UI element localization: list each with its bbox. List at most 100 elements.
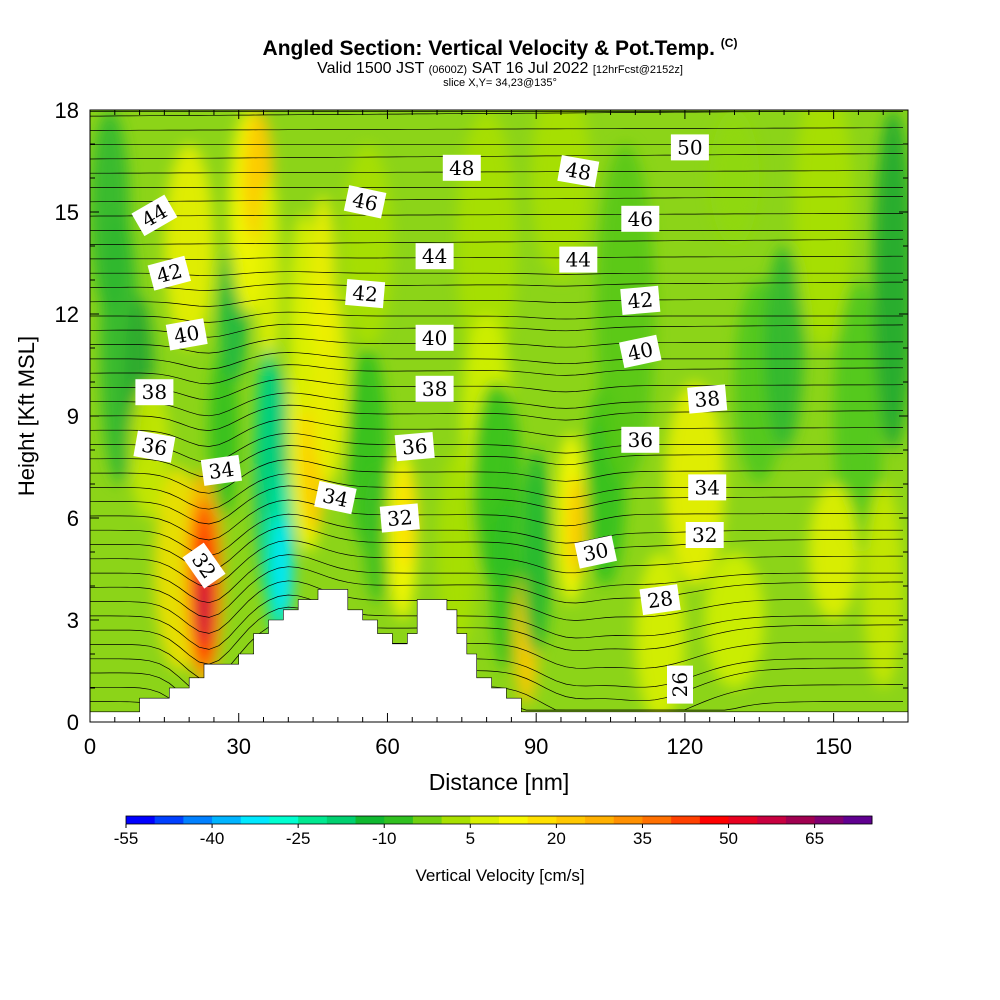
velocity-cell bbox=[863, 484, 904, 688]
velocity-cell bbox=[310, 195, 336, 365]
isentrope-line bbox=[90, 238, 904, 245]
contour-label: 50 bbox=[670, 134, 709, 161]
velocity-cell bbox=[709, 110, 760, 246]
contour-label: 30 bbox=[574, 535, 617, 569]
colorbar-swatch bbox=[642, 816, 672, 824]
contour-label-box bbox=[688, 474, 727, 501]
isentrope-line bbox=[90, 153, 903, 160]
y-tick-label: 3 bbox=[67, 608, 79, 633]
contour-label-box bbox=[147, 255, 192, 291]
title-text: Angled Section: Vertical Velocity & Pot.… bbox=[262, 37, 715, 60]
isentrope-line bbox=[90, 196, 904, 203]
colorbar-tick-label: 20 bbox=[547, 829, 566, 848]
contour-label: 32 bbox=[379, 503, 420, 533]
colorbar-swatch bbox=[298, 816, 328, 824]
velocity-cell bbox=[764, 246, 804, 450]
colorbar-swatch bbox=[441, 816, 471, 824]
isentrope-line bbox=[90, 418, 903, 447]
colorbar-swatch bbox=[355, 816, 385, 824]
y-tick-label: 12 bbox=[55, 302, 79, 327]
colorbar-swatch bbox=[814, 816, 844, 824]
contour-label-text: 40 bbox=[625, 337, 655, 366]
contour-label: 34 bbox=[314, 480, 357, 515]
contour-label-box bbox=[345, 278, 386, 309]
contour-label-text: 38 bbox=[693, 386, 720, 412]
isentrope-line bbox=[90, 170, 904, 174]
contour-label: 42 bbox=[620, 285, 661, 316]
contour-label-box bbox=[415, 243, 454, 270]
colorbar-tick-label: -40 bbox=[200, 829, 225, 848]
velocity-cell bbox=[199, 569, 209, 644]
contour-label-text: 50 bbox=[677, 135, 702, 159]
colorbar-tick-label: 5 bbox=[466, 829, 475, 848]
contour-label-box bbox=[619, 334, 662, 369]
isentrope-line bbox=[90, 127, 903, 131]
x-tick-label: 90 bbox=[524, 734, 548, 759]
colorbar-swatch bbox=[126, 816, 156, 824]
velocity-cell bbox=[873, 110, 908, 450]
velocity-cell bbox=[362, 467, 393, 603]
contour-label-box bbox=[379, 503, 420, 533]
contour-label-text: 32 bbox=[692, 523, 717, 547]
contour-label-box bbox=[574, 535, 617, 569]
isentrope-line bbox=[90, 404, 904, 431]
contour-label-text: 42 bbox=[351, 281, 378, 307]
contour-label-box bbox=[667, 665, 693, 704]
colorbar-swatch bbox=[183, 816, 213, 824]
contour-label-text: 34 bbox=[694, 475, 719, 499]
isentrope-line bbox=[90, 459, 903, 494]
contour-label: 46 bbox=[621, 205, 660, 232]
contour-label-text: 34 bbox=[320, 483, 350, 512]
contour-label-box bbox=[621, 426, 660, 453]
isentrope-line bbox=[90, 513, 903, 557]
velocity-cell bbox=[164, 144, 214, 348]
contour-label: 34 bbox=[688, 474, 727, 501]
x-tick-label: 60 bbox=[375, 734, 399, 759]
colorbar-swatch bbox=[699, 816, 730, 824]
colorbar-swatch bbox=[728, 816, 758, 824]
contour-label-box bbox=[415, 375, 454, 402]
y-tick-label: 0 bbox=[67, 710, 79, 735]
contour-label: 42 bbox=[147, 255, 192, 291]
contour-label: 38 bbox=[687, 384, 728, 414]
isentrope-line bbox=[90, 271, 903, 277]
contour-label-text: 36 bbox=[140, 433, 169, 461]
contour-label-box bbox=[670, 134, 709, 161]
velocity-cell bbox=[256, 178, 281, 382]
y-tick-label: 9 bbox=[67, 404, 79, 429]
colorbar-swatch bbox=[671, 816, 701, 824]
isentrope-line bbox=[90, 338, 903, 354]
contour-label-text: 32 bbox=[386, 505, 413, 531]
colorbar-swatch bbox=[785, 816, 816, 824]
velocity-cell bbox=[521, 450, 552, 654]
colorbar-swatch bbox=[585, 816, 615, 824]
x-axis-label: Distance [nm] bbox=[429, 769, 570, 795]
colorbar-swatch bbox=[384, 816, 414, 824]
velocity-cell bbox=[342, 144, 393, 348]
colorbar-tick-label: 65 bbox=[805, 829, 824, 848]
contour-label-box bbox=[442, 154, 481, 181]
contour-label-box bbox=[165, 318, 208, 351]
isentrope-line bbox=[90, 485, 903, 525]
contour-label: 42 bbox=[345, 278, 386, 309]
isentrope-line bbox=[90, 378, 904, 401]
isentrope-line bbox=[90, 566, 903, 618]
y-axis-label: Height [Kft MSL] bbox=[14, 336, 39, 496]
contour-label-box bbox=[620, 285, 661, 316]
contour-label-text: 38 bbox=[142, 380, 167, 404]
isentrope-line bbox=[90, 580, 904, 634]
x-axis: 0 30 60 90 120 150 bbox=[84, 110, 909, 759]
contour-label: 28 bbox=[639, 584, 681, 616]
chart-subtitle: Valid 1500 JST (0600Z) SAT 16 Jul 2022 [… bbox=[0, 60, 1000, 78]
isentrope-line bbox=[90, 540, 903, 588]
contour-label-box bbox=[314, 480, 357, 515]
contour-label-text: 48 bbox=[564, 157, 593, 185]
isentrope-line bbox=[90, 297, 903, 307]
isentrope-line bbox=[90, 554, 903, 604]
colorbar-tick-label: -55 bbox=[114, 829, 139, 848]
isentrope-line bbox=[90, 525, 904, 572]
valid-date: SAT 16 Jul 2022 bbox=[471, 60, 589, 77]
